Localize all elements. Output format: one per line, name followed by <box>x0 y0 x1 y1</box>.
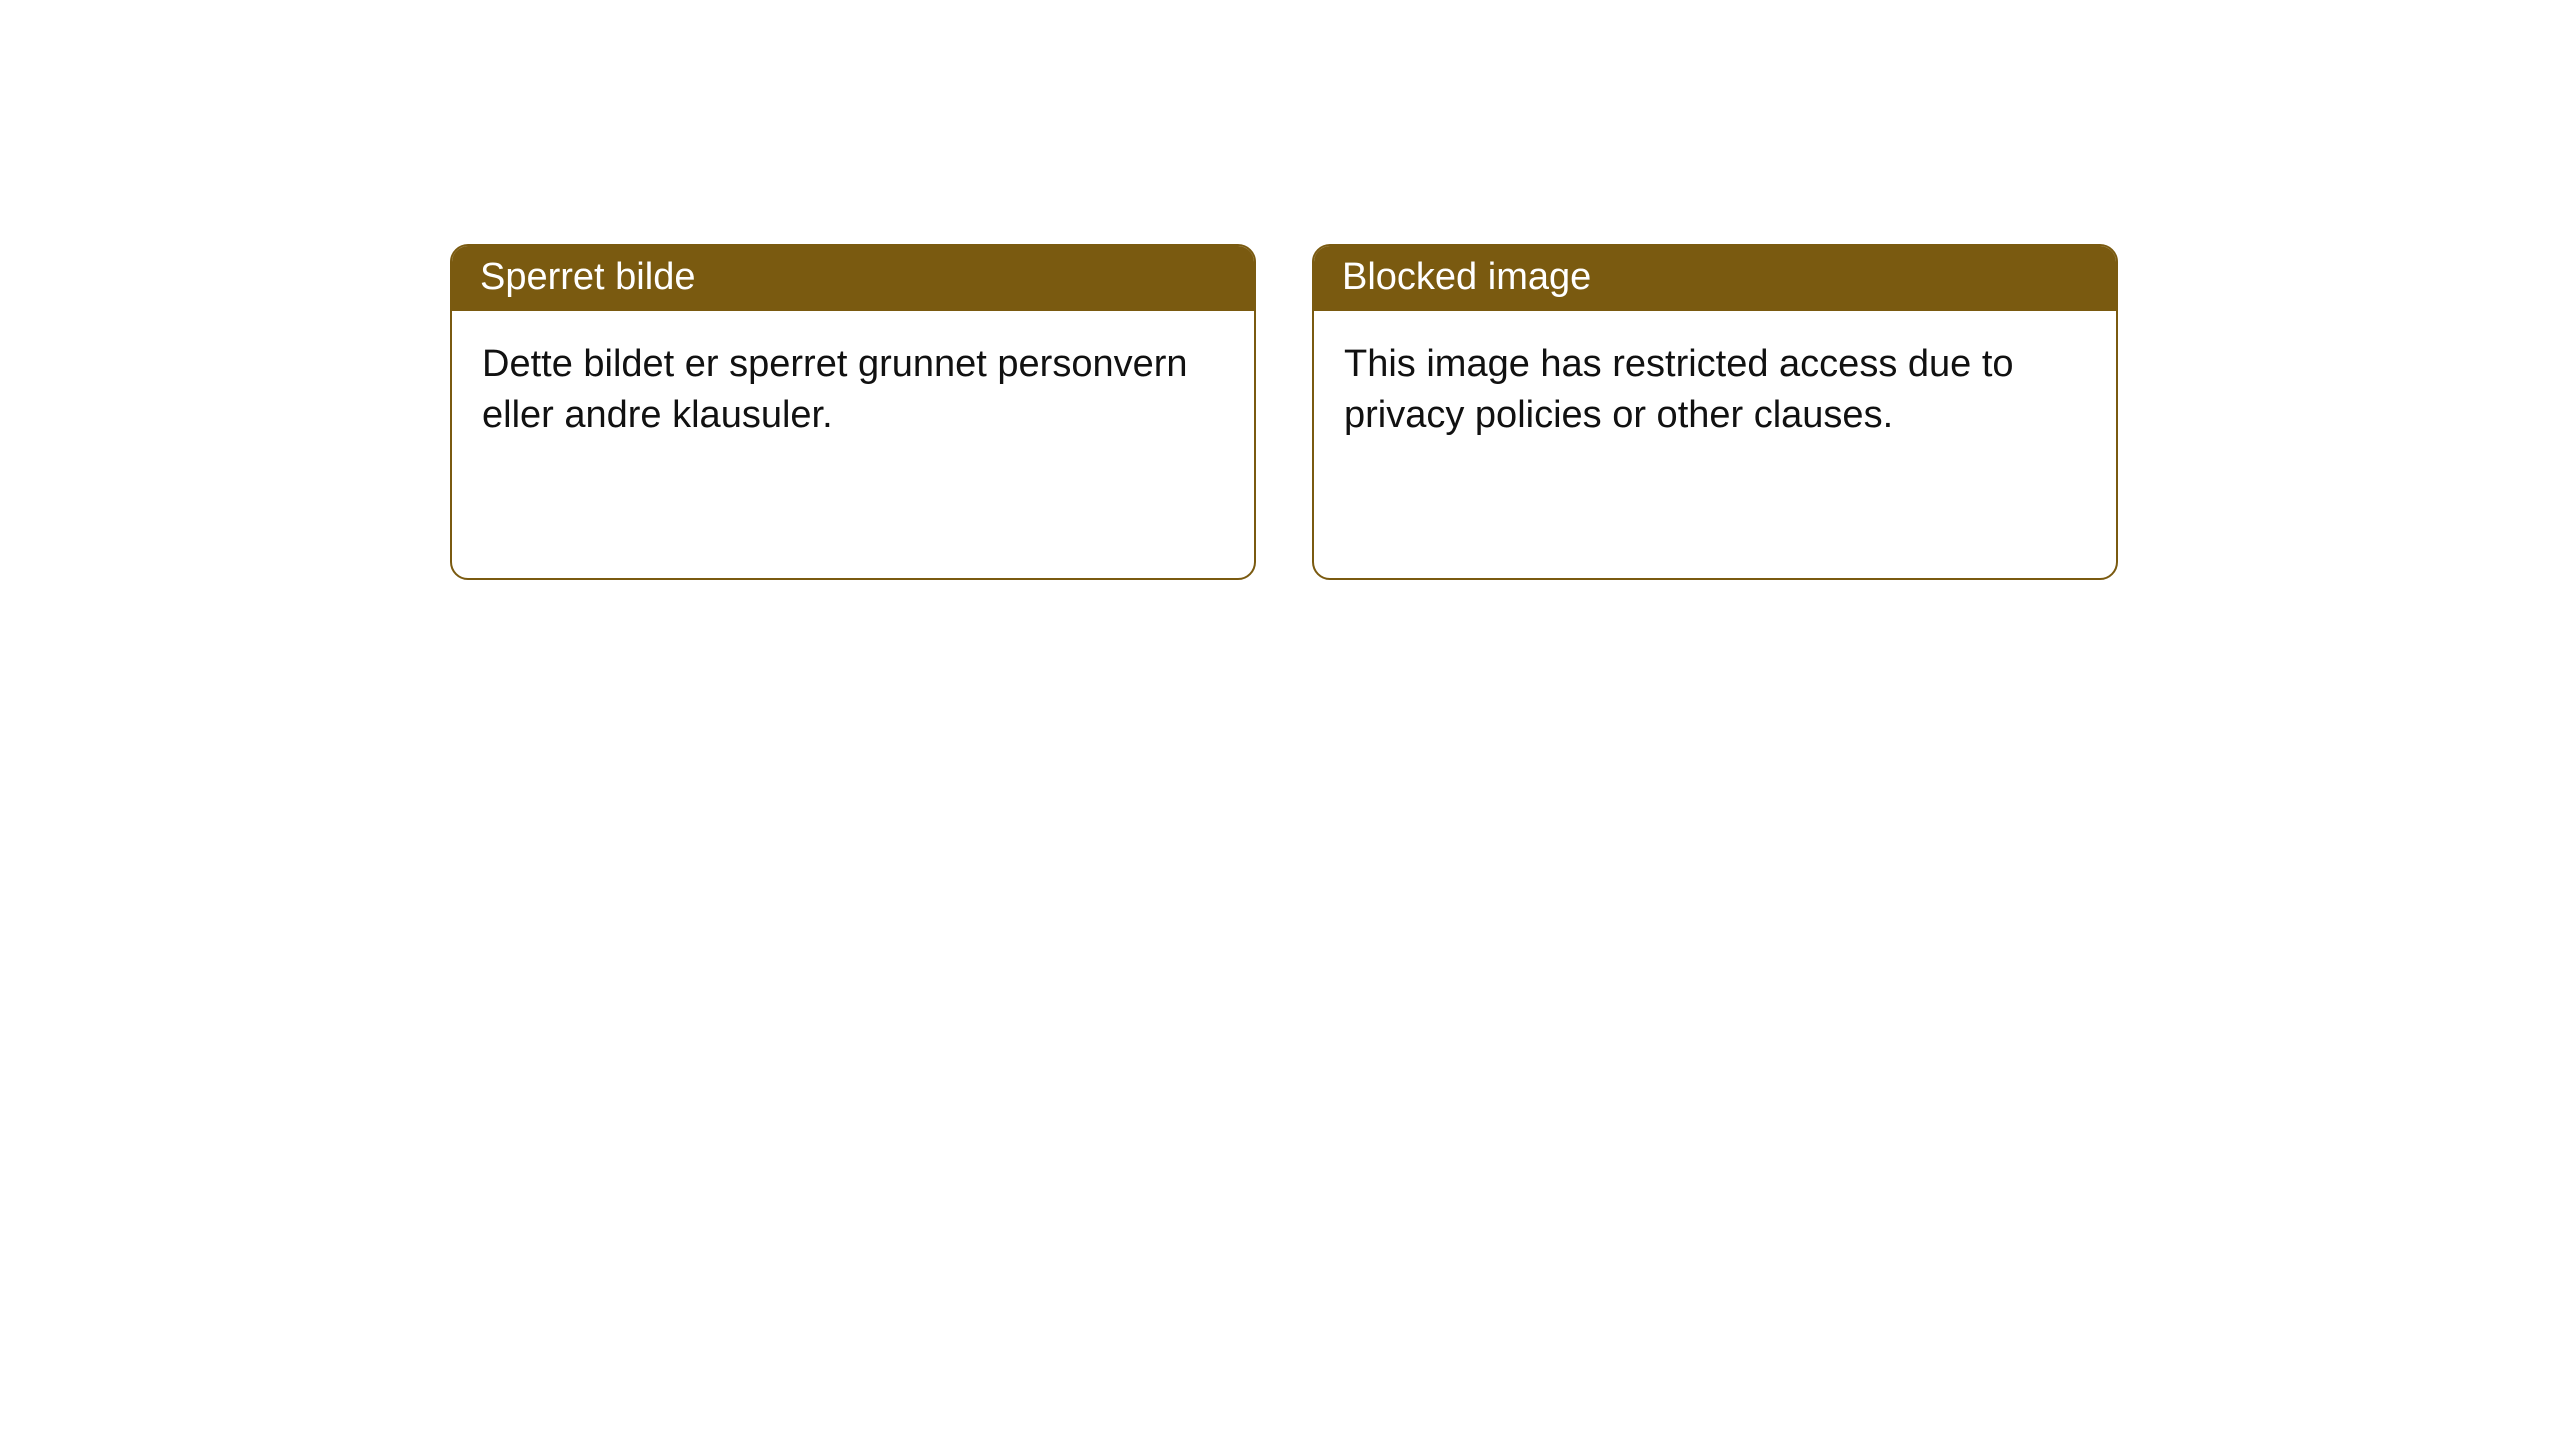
card-header-no: Sperret bilde <box>452 246 1254 311</box>
card-body-no: Dette bildet er sperret grunnet personve… <box>452 311 1254 470</box>
card-body-en: This image has restricted access due to … <box>1314 311 2116 470</box>
blocked-image-card-en: Blocked image This image has restricted … <box>1312 244 2118 580</box>
card-header-en: Blocked image <box>1314 246 2116 311</box>
blocked-image-card-no: Sperret bilde Dette bildet er sperret gr… <box>450 244 1256 580</box>
blocked-image-notice-row: Sperret bilde Dette bildet er sperret gr… <box>450 244 2560 580</box>
